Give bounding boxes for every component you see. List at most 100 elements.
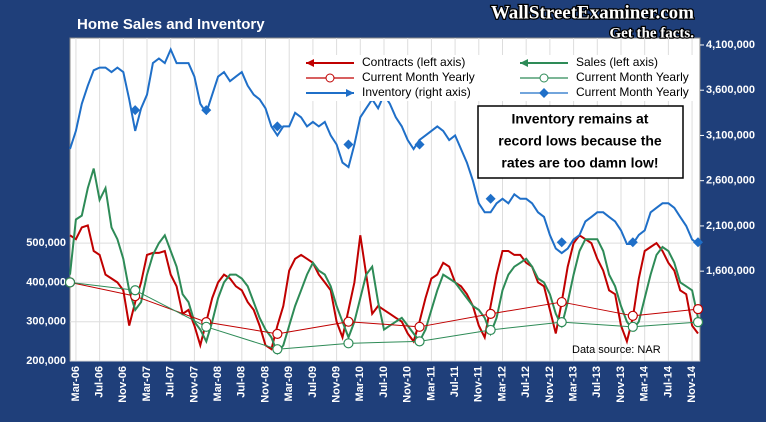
x-tick-label: Mar-10 xyxy=(354,366,366,401)
yearly-segment xyxy=(69,281,136,297)
yearly-marker xyxy=(130,105,141,116)
yearly-marker xyxy=(692,304,704,315)
x-tick-label: Jul-06 xyxy=(94,366,106,398)
legend-label: Contracts (left axis) xyxy=(362,55,465,69)
yearly-segment xyxy=(632,308,699,317)
yearly-marker xyxy=(64,277,76,288)
legend-label: Current Month Yearly xyxy=(576,70,689,84)
yearly-marker xyxy=(343,139,354,150)
y-tick-label: 400,000 xyxy=(26,276,66,288)
x-tick-label: Jul-13 xyxy=(591,366,603,398)
yearly-segment xyxy=(561,321,633,328)
yearly-segment xyxy=(69,281,136,291)
x-tick-label: Nov-08 xyxy=(259,366,271,403)
legend-marker xyxy=(539,73,549,83)
y2-tick-label: 1,600,000 xyxy=(706,265,755,277)
yearly-segment xyxy=(419,329,491,342)
yearly-marker xyxy=(627,237,638,248)
yearly-segment xyxy=(348,321,420,328)
y2-tick-label: 4,100,000 xyxy=(706,39,755,51)
yearly-marker xyxy=(272,328,283,339)
series-line xyxy=(69,224,699,351)
x-tick-label: Mar-09 xyxy=(283,366,295,401)
yearly-marker xyxy=(201,321,212,332)
x-tick-label: Mar-06 xyxy=(70,366,82,401)
yearly-marker xyxy=(414,139,425,150)
yearly-marker xyxy=(627,310,638,321)
legend-label: Inventory (right axis) xyxy=(362,85,471,99)
x-tick-label: Jul-12 xyxy=(520,366,532,398)
y-tick-label: 500,000 xyxy=(26,237,66,249)
x-tick-label: Jul-08 xyxy=(236,366,248,398)
annotation-box xyxy=(477,105,684,179)
x-tick-label: Nov-09 xyxy=(331,366,343,403)
yearly-marker xyxy=(201,105,212,116)
y-tick-label: 300,000 xyxy=(26,316,66,328)
x-tick-label: Jul-10 xyxy=(378,366,390,398)
x-tick-label: Mar-07 xyxy=(141,366,153,401)
yearly-marker xyxy=(485,193,496,204)
annotation-text: Inventory remains at xyxy=(512,111,649,127)
yearly-marker xyxy=(627,321,638,332)
x-tick-label: Jul-07 xyxy=(165,366,177,398)
y2-tick-label: 3,100,000 xyxy=(706,129,755,141)
x-tick-label: Nov-13 xyxy=(615,366,627,403)
yearly-segment xyxy=(348,340,420,344)
yearly-marker xyxy=(485,308,496,319)
yearly-marker xyxy=(343,338,354,349)
x-tick-label: Nov-11 xyxy=(473,366,485,402)
x-tick-label: Jul-09 xyxy=(307,366,319,398)
yearly-segment xyxy=(277,321,349,335)
yearly-marker xyxy=(556,237,567,248)
yearly-segment xyxy=(632,321,699,328)
legend-box xyxy=(300,55,698,101)
series-line xyxy=(69,168,699,356)
annotation-text: rates are too damn low! xyxy=(501,155,658,171)
yearly-segment xyxy=(134,295,207,323)
yearly-marker xyxy=(692,316,704,328)
yearly-segment xyxy=(134,289,207,328)
legend-arrow xyxy=(306,59,314,67)
source-note: Data source: NAR xyxy=(572,344,661,356)
x-tick-label: Nov-14 xyxy=(686,365,698,403)
yearly-segment xyxy=(490,301,562,315)
y2-tick-label: 3,600,000 xyxy=(706,84,755,96)
yearly-segment xyxy=(277,342,349,350)
watermark-tagline: Get the facts. xyxy=(609,25,694,41)
x-tick-label: Nov-10 xyxy=(402,366,414,403)
x-tick-label: Mar-08 xyxy=(212,366,224,401)
yearly-marker xyxy=(414,336,425,347)
y2-tick-label: 2,100,000 xyxy=(706,220,755,232)
x-tick-label: Jul-14 xyxy=(662,365,674,398)
x-tick-label: Jul-11 xyxy=(449,366,461,397)
yearly-marker xyxy=(556,316,567,328)
yearly-segment xyxy=(561,301,633,317)
legend-arrow xyxy=(346,89,354,97)
legend-marker xyxy=(539,88,549,98)
yearly-segment xyxy=(206,326,278,350)
yearly-marker xyxy=(414,321,425,332)
watermark: WallStreetExaminer.com xyxy=(491,2,694,23)
yearly-segment xyxy=(490,321,562,331)
y2-tick-label: 2,600,000 xyxy=(706,175,755,187)
x-tick-label: Mar-12 xyxy=(496,366,508,401)
yearly-marker xyxy=(343,316,354,327)
chart-title: Home Sales and Inventory xyxy=(77,16,265,33)
yearly-marker xyxy=(556,296,567,308)
x-tick-label: Nov-06 xyxy=(117,366,129,403)
yearly-segment xyxy=(419,313,491,328)
yearly-marker xyxy=(693,237,703,248)
y-tick-label: 200,000 xyxy=(26,355,66,367)
legend-marker xyxy=(325,73,335,83)
x-tick-label: Mar-14 xyxy=(639,365,651,401)
yearly-segment xyxy=(206,321,278,335)
yearly-marker xyxy=(485,324,496,336)
annotation-text: record lows because the xyxy=(498,133,662,149)
yearly-marker xyxy=(272,344,283,355)
yearly-marker xyxy=(130,285,141,296)
x-tick-label: Mar-11 xyxy=(425,366,437,401)
legend-label: Current Month Yearly xyxy=(576,85,689,99)
legend-arrow xyxy=(520,59,528,67)
